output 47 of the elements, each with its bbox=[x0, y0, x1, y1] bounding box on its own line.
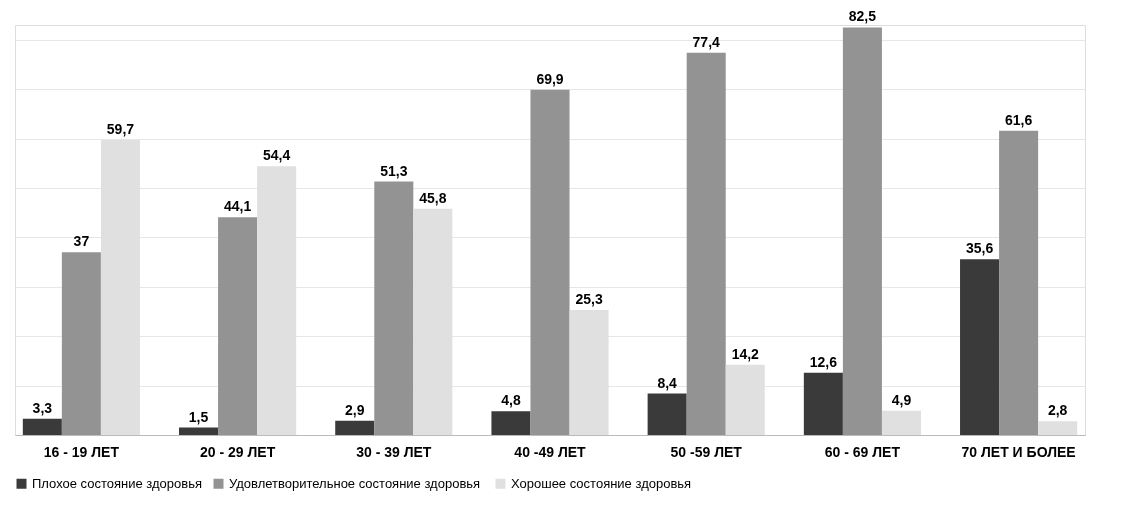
bar bbox=[218, 217, 258, 435]
x-tick-label: 40 -49 ЛЕТ bbox=[514, 443, 587, 460]
data-label: 35,6 bbox=[965, 240, 994, 257]
bar bbox=[647, 393, 687, 435]
legend-label: Плохое состояние здоровья bbox=[32, 475, 202, 491]
bar bbox=[61, 252, 101, 435]
data-label: 82,5 bbox=[848, 8, 877, 25]
bar bbox=[1038, 421, 1078, 435]
legend-label: Удовлетворительное состояние здоровья bbox=[229, 475, 481, 491]
bar bbox=[179, 427, 219, 435]
data-label: 25,3 bbox=[575, 291, 603, 308]
data-label: 45,8 bbox=[419, 189, 447, 206]
bar bbox=[335, 420, 375, 435]
x-tick-label: 20 - 29 ЛЕТ bbox=[199, 443, 276, 460]
data-label: 51,3 bbox=[380, 162, 408, 179]
data-label: 69,9 bbox=[536, 70, 564, 87]
data-label: 54,4 bbox=[263, 147, 291, 164]
data-label: 8,4 bbox=[657, 374, 678, 391]
bar bbox=[842, 27, 882, 435]
data-label: 12,6 bbox=[809, 353, 838, 370]
bar bbox=[530, 89, 570, 435]
data-label: 2,9 bbox=[345, 401, 365, 418]
x-tick-label: 60 - 69 ЛЕТ bbox=[824, 443, 901, 460]
bar bbox=[881, 410, 921, 435]
data-label: 14,2 bbox=[731, 345, 760, 362]
bar bbox=[22, 418, 62, 435]
x-tick-label: 70 ЛЕТ И БОЛЕЕ bbox=[961, 443, 1076, 460]
bar bbox=[686, 52, 726, 435]
data-label: 61,6 bbox=[1004, 111, 1033, 128]
data-label: 1,5 bbox=[188, 408, 209, 425]
data-label: 77,4 bbox=[692, 33, 721, 50]
data-label: 4,9 bbox=[891, 391, 912, 408]
data-label: 3,3 bbox=[32, 399, 53, 416]
x-tick-label: 16 - 19 ЛЕТ bbox=[43, 443, 120, 460]
x-tick-label: 50 -59 ЛЕТ bbox=[670, 443, 743, 460]
data-label: 59,7 bbox=[106, 121, 135, 138]
bar bbox=[374, 181, 414, 435]
bar bbox=[960, 259, 1000, 435]
data-label: 44,1 bbox=[223, 198, 252, 215]
bar bbox=[803, 372, 843, 435]
data-label: 37 bbox=[73, 233, 90, 250]
data-label: 2,8 bbox=[1047, 402, 1068, 419]
data-label: 4,8 bbox=[501, 392, 521, 409]
bar bbox=[999, 130, 1039, 435]
bar bbox=[491, 411, 531, 435]
legend-label: Хорошее состояние здоровья bbox=[511, 475, 692, 491]
x-tick-label: 30 - 39 ЛЕТ bbox=[356, 443, 432, 460]
